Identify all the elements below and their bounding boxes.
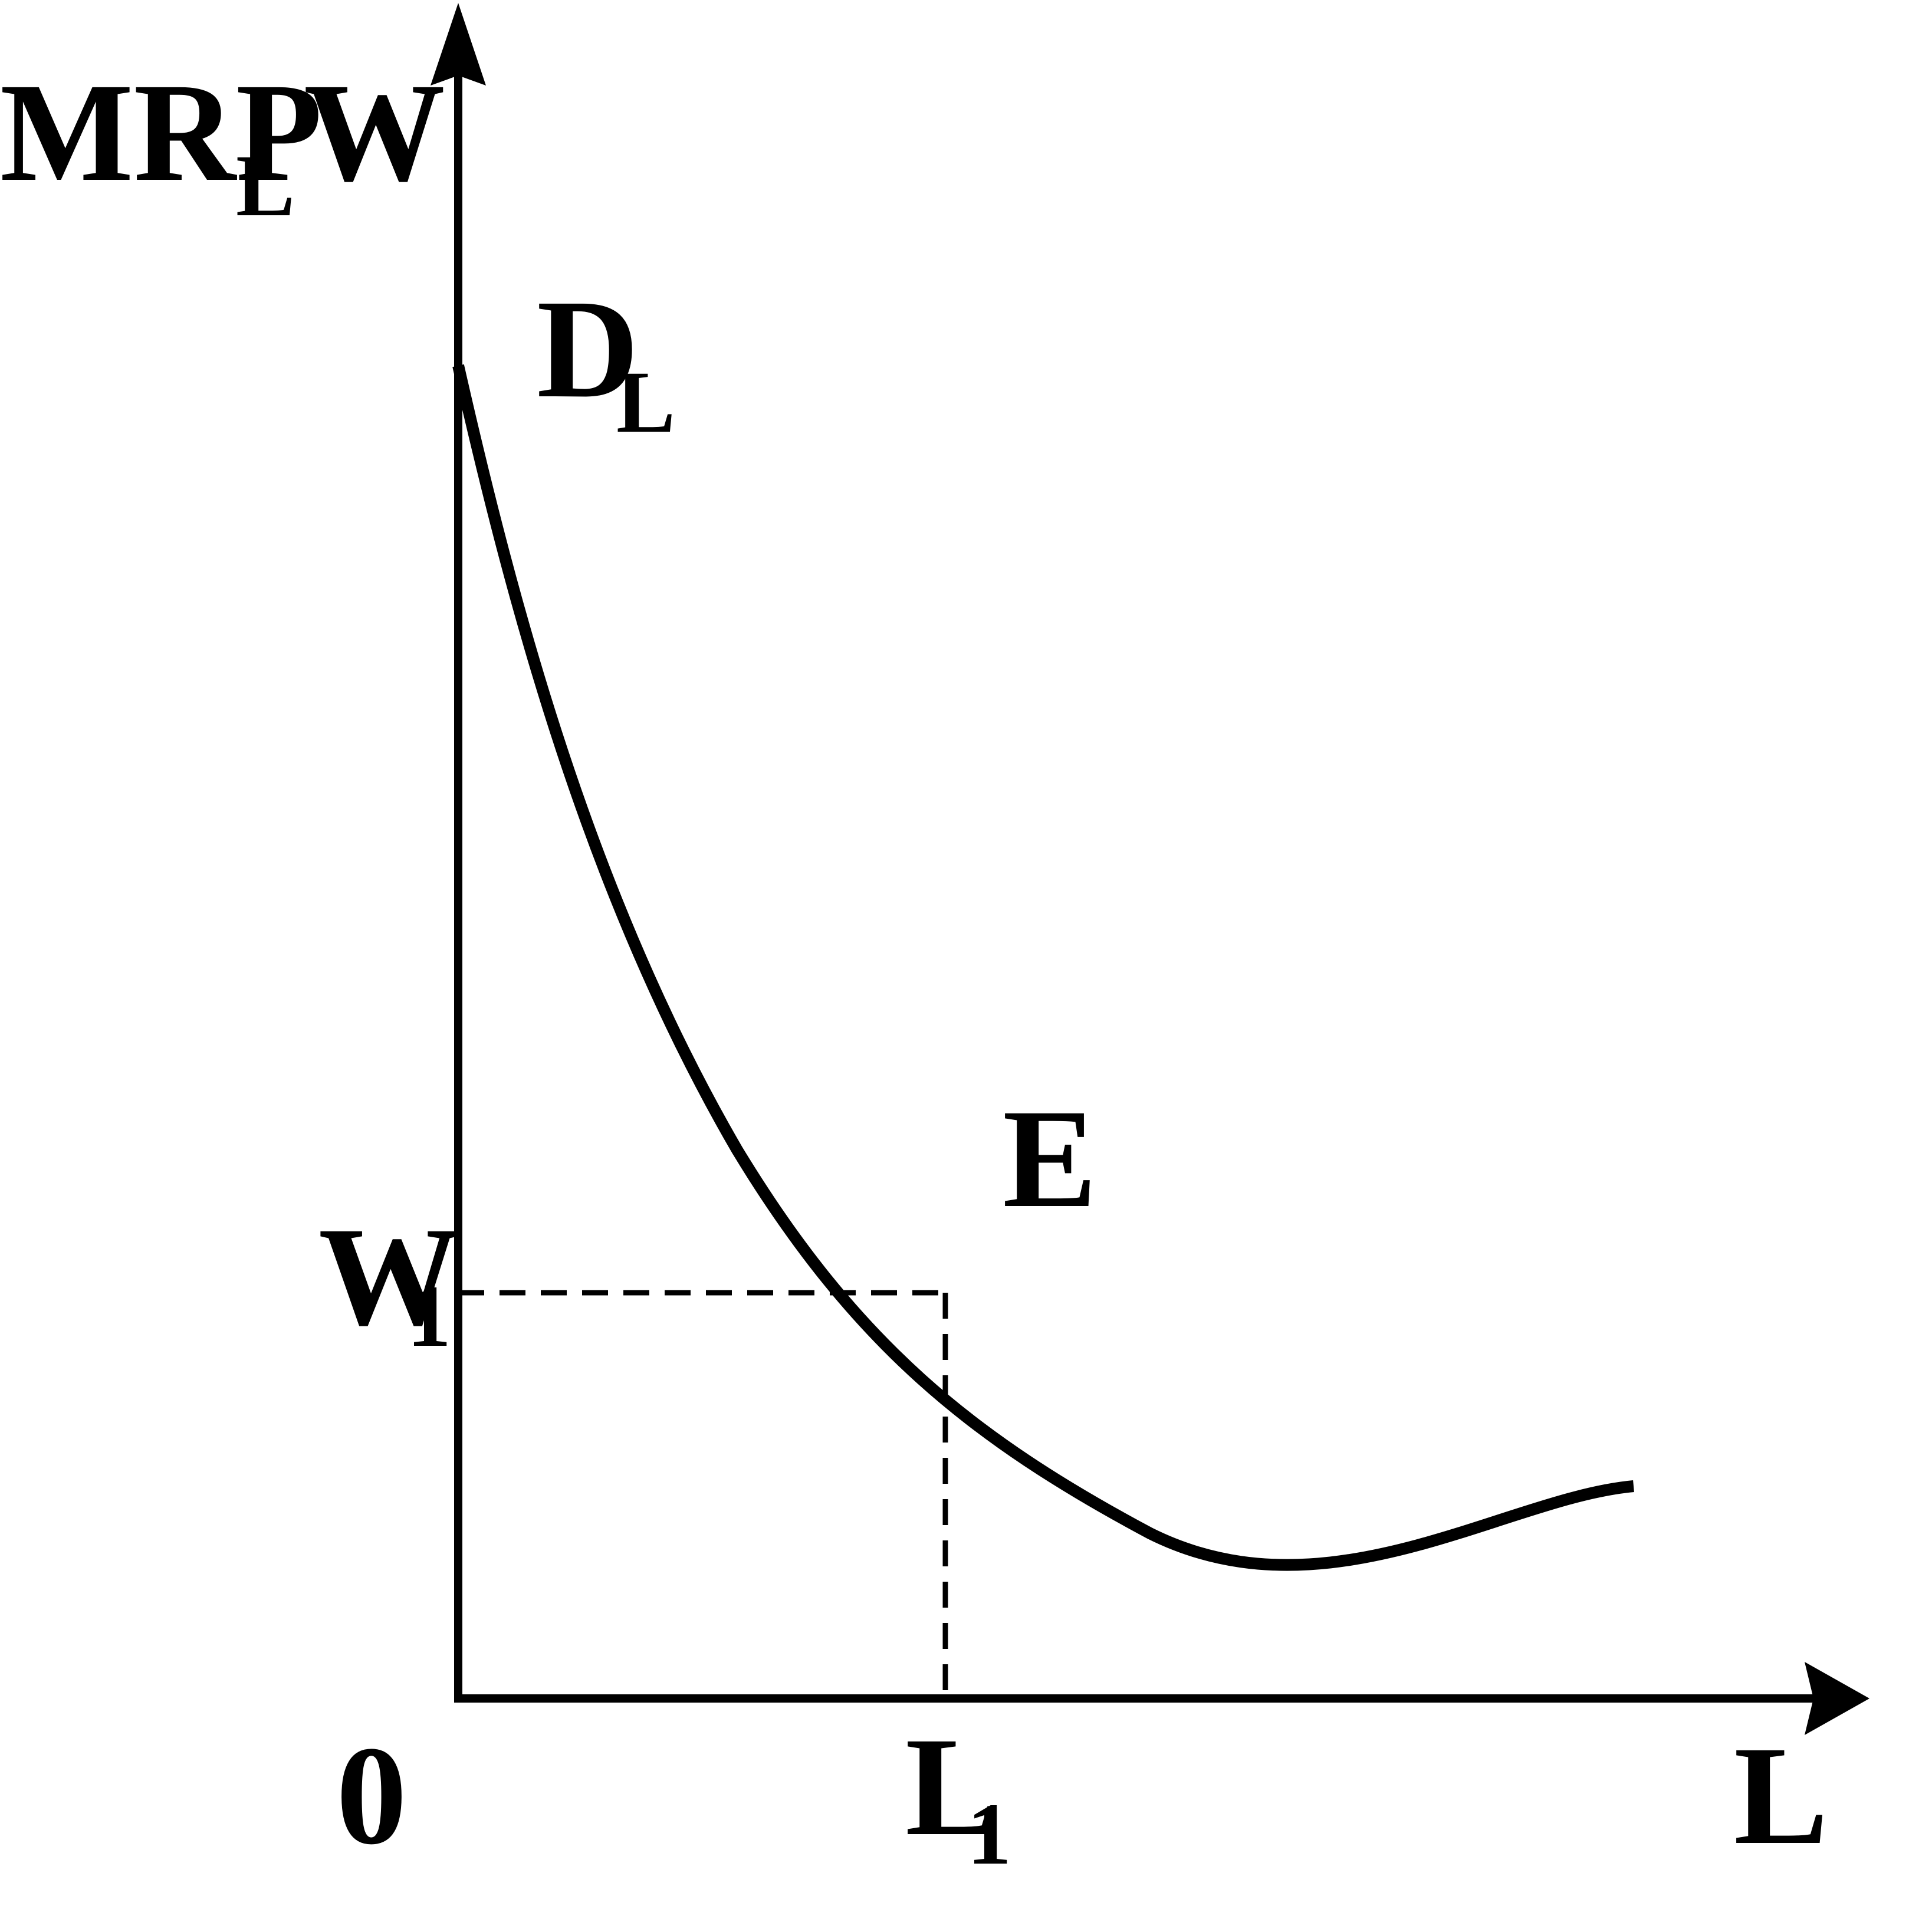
point-label-e: E [1003, 1080, 1097, 1237]
demand-curve [452, 364, 1634, 1571]
x-axis-label: L [1734, 1717, 1828, 1874]
y-axis-label-mrp: MRP [0, 54, 322, 211]
curve-label-d-subscript: L [616, 353, 675, 451]
y-axis-label-mrp-subscript: L [236, 137, 295, 235]
y-axis-label-w: W [304, 54, 445, 211]
quantity-label-l1-subscript: 1 [967, 1785, 1011, 1883]
wage-label-w1: W [318, 1198, 460, 1355]
quantity-label-l1: L [905, 1708, 1000, 1865]
y-axis-arrowhead [431, 3, 486, 86]
x-axis-arrowhead [1805, 1662, 1869, 1735]
origin-label: 0 [336, 1717, 407, 1874]
curve-label-d: D [537, 270, 639, 427]
wage-label-w1-subscript: 1 [407, 1267, 451, 1365]
